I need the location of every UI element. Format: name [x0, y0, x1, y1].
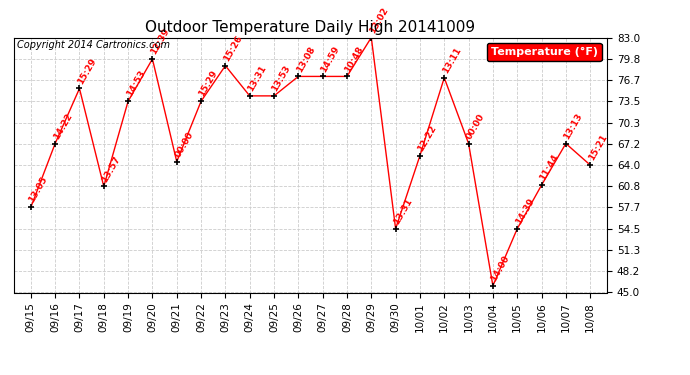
Text: 00:00: 00:00	[465, 112, 487, 141]
Legend: Temperature (°F): Temperature (°F)	[487, 43, 602, 61]
Text: Copyright 2014 Cartronics.com: Copyright 2014 Cartronics.com	[17, 40, 170, 50]
Text: 13:53: 13:53	[270, 64, 293, 93]
Text: 13:13: 13:13	[562, 111, 584, 141]
Text: 14:53: 14:53	[124, 69, 147, 99]
Text: 14:59: 14:59	[319, 44, 342, 74]
Text: 13:57: 13:57	[100, 154, 122, 184]
Text: 15:29: 15:29	[197, 69, 219, 99]
Text: 15:29: 15:29	[76, 56, 98, 86]
Text: 00:00: 00:00	[173, 130, 195, 159]
Text: 13:31: 13:31	[246, 64, 268, 93]
Text: 15:26: 15:26	[221, 34, 244, 63]
Text: 10:48: 10:48	[344, 44, 366, 74]
Title: Outdoor Temperature Daily High 20141009: Outdoor Temperature Daily High 20141009	[146, 20, 475, 35]
Text: 14:00: 14:00	[489, 254, 511, 283]
Text: 12:22: 12:22	[416, 123, 438, 153]
Text: 12:39: 12:39	[149, 27, 171, 56]
Text: 14:39: 14:39	[513, 196, 536, 226]
Text: 13:05: 13:05	[27, 176, 49, 204]
Text: 13:31: 13:31	[392, 196, 414, 226]
Text: 14:22: 14:22	[52, 111, 74, 141]
Text: 11:44: 11:44	[538, 153, 560, 182]
Text: 13:11: 13:11	[441, 46, 463, 75]
Text: 13:02: 13:02	[368, 6, 390, 35]
Text: 15:21: 15:21	[586, 133, 609, 162]
Text: 13:08: 13:08	[295, 45, 317, 74]
